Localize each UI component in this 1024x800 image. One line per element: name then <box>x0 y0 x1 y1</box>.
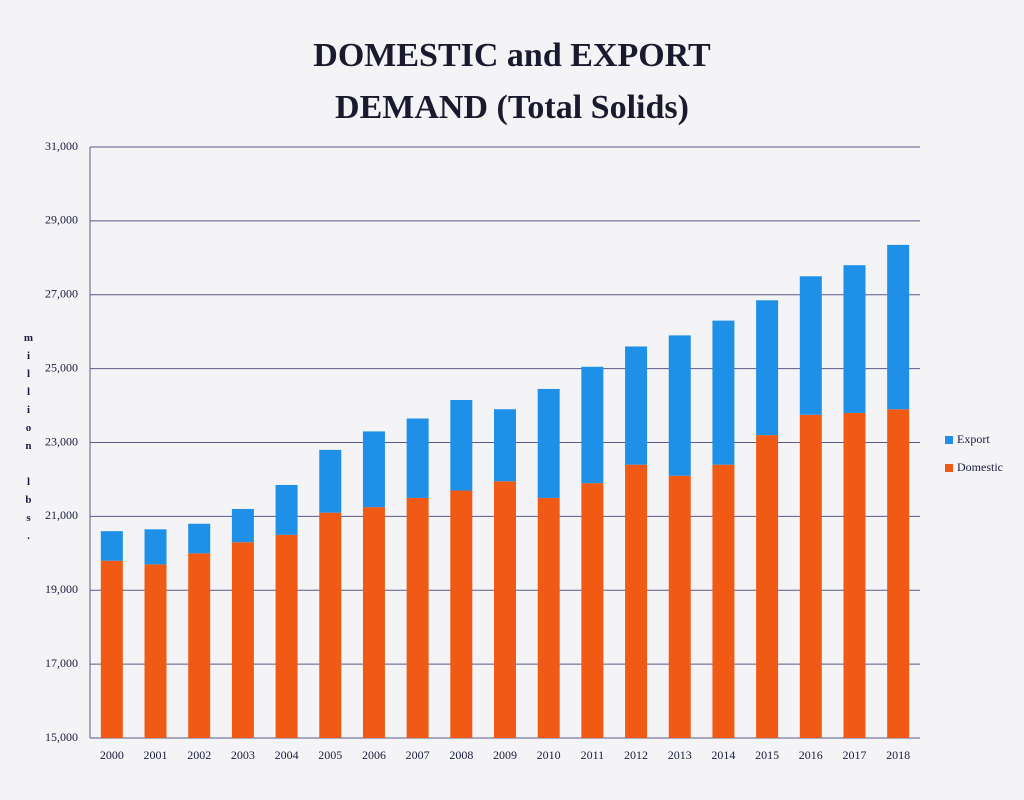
bar-segment <box>100 560 123 738</box>
y-tick-label: 27,000 <box>45 287 78 301</box>
x-tick-label: 2001 <box>144 748 168 762</box>
bar-segment <box>362 507 385 738</box>
bar-segment <box>843 265 866 413</box>
legend-swatch <box>945 436 953 444</box>
bar-segment <box>144 529 167 565</box>
bar-segment <box>887 244 910 410</box>
bar-segment <box>275 534 298 738</box>
y-tick-label: 19,000 <box>45 582 78 596</box>
bar-segment <box>100 531 123 561</box>
bar-segment <box>537 388 560 498</box>
x-tick-label: 2002 <box>187 748 211 762</box>
x-tick-label: 2013 <box>668 748 692 762</box>
y-axis-label: million lbs. <box>22 332 34 548</box>
y-tick-label: 31,000 <box>45 139 78 153</box>
bar-segment <box>319 512 342 738</box>
bar-segment <box>756 300 779 436</box>
y-tick-label: 23,000 <box>45 434 78 448</box>
x-tick-label: 2003 <box>231 748 255 762</box>
y-tick-label: 17,000 <box>45 656 78 670</box>
bar-segment <box>450 400 473 491</box>
x-tick-label: 2018 <box>886 748 910 762</box>
bar-segment <box>712 320 735 465</box>
y-tick-label: 21,000 <box>45 508 78 522</box>
x-tick-label: 2015 <box>755 748 779 762</box>
bar-segment <box>188 553 211 738</box>
bar-segment <box>799 276 822 415</box>
bar-segment <box>144 564 167 738</box>
y-tick-label: 25,000 <box>45 360 78 374</box>
x-tick-label: 2012 <box>624 748 648 762</box>
x-tick-label: 2007 <box>406 748 430 762</box>
x-tick-label: 2008 <box>449 748 473 762</box>
bar-segment <box>406 497 429 738</box>
legend-swatch <box>945 464 953 472</box>
bar-segment <box>362 431 385 508</box>
bar-segment <box>625 346 648 465</box>
legend-label: Domestic <box>957 460 1003 474</box>
y-tick-label: 29,000 <box>45 213 78 227</box>
chart-title: DOMESTIC and EXPORT DEMAND (Total Solids… <box>313 37 711 126</box>
x-tick-label: 2009 <box>493 748 517 762</box>
bar-segment <box>668 475 691 738</box>
bar-segment <box>275 484 298 535</box>
bar-segment <box>494 481 516 738</box>
bar-segment <box>494 409 516 482</box>
x-tick-label: 2017 <box>842 748 866 762</box>
bar-segment <box>843 412 866 738</box>
bar-segment <box>581 483 604 738</box>
bar-segment <box>712 464 735 738</box>
bar-segment <box>231 542 254 738</box>
x-tick-label: 2011 <box>581 748 605 762</box>
bar-segment <box>188 523 211 554</box>
bar-segment <box>756 435 779 738</box>
bar-segment <box>406 418 429 498</box>
x-tick-label: 2010 <box>537 748 561 762</box>
legend-label: Export <box>957 432 990 446</box>
bar-segment <box>450 490 473 738</box>
bar-segment <box>625 464 648 738</box>
x-tick-label: 2006 <box>362 748 386 762</box>
bar-segment <box>581 366 604 484</box>
x-tick-label: 2014 <box>711 748 735 762</box>
bar-segment <box>668 335 691 476</box>
x-tick-label: 2000 <box>100 748 124 762</box>
bar-segment <box>537 497 560 738</box>
y-tick-label: 15,000 <box>45 730 78 744</box>
bar-segment <box>887 409 910 738</box>
bar-segment <box>799 414 822 738</box>
bar-segment <box>319 449 342 513</box>
bar-segment <box>231 508 254 543</box>
x-tick-label: 2005 <box>318 748 342 762</box>
x-tick-label: 2004 <box>275 748 299 762</box>
x-tick-label: 2016 <box>799 748 823 762</box>
